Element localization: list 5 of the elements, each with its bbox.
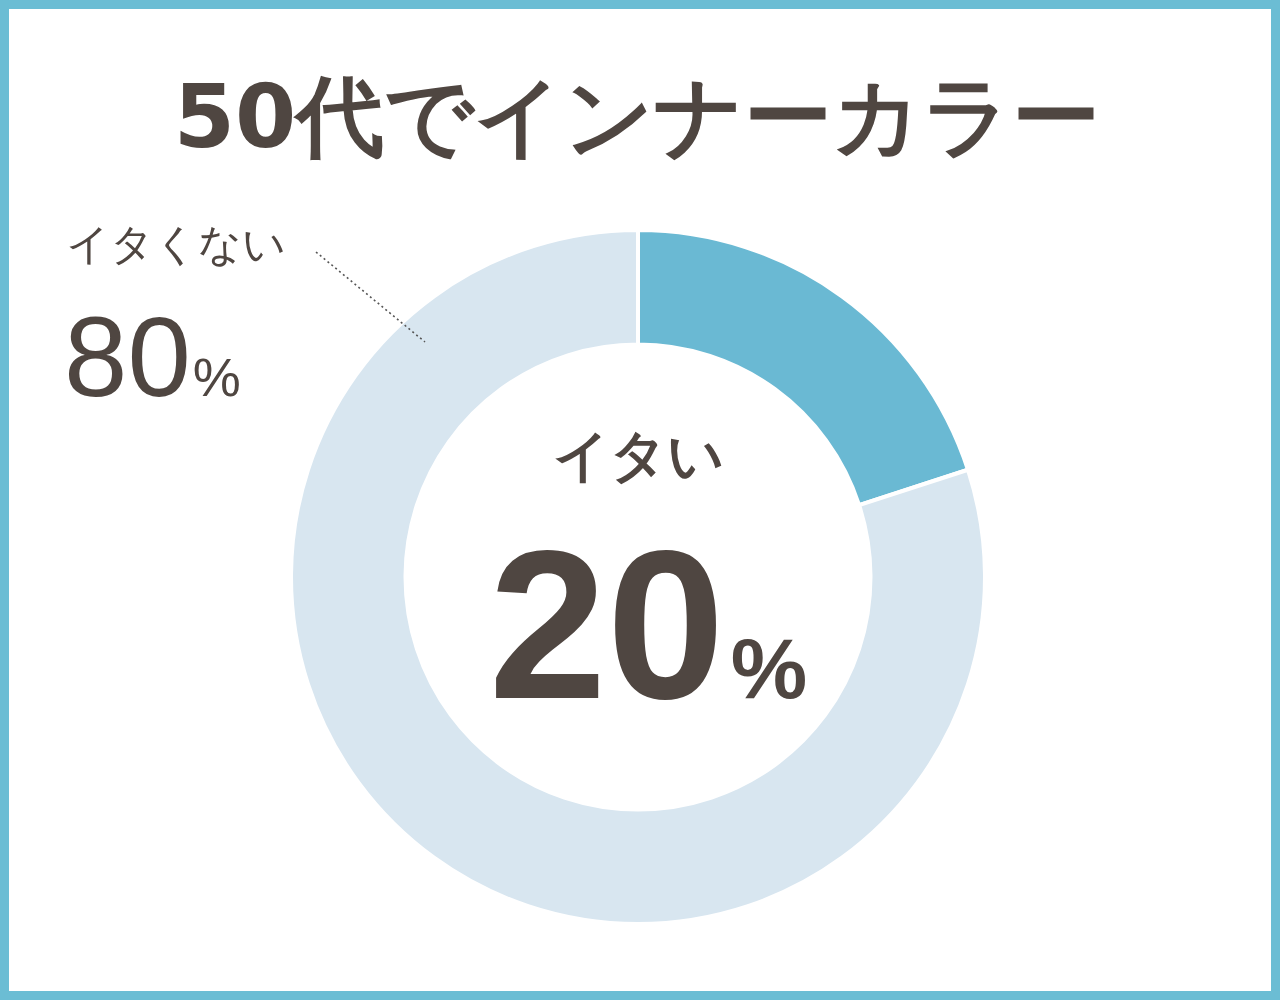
slice-label: イタい — [552, 422, 724, 488]
chart-title: 50代でインナーカラー — [173, 64, 1101, 168]
slice-label: イタくない — [66, 219, 286, 270]
data-label: 80% — [64, 293, 241, 420]
data-label: 20% — [488, 506, 808, 743]
